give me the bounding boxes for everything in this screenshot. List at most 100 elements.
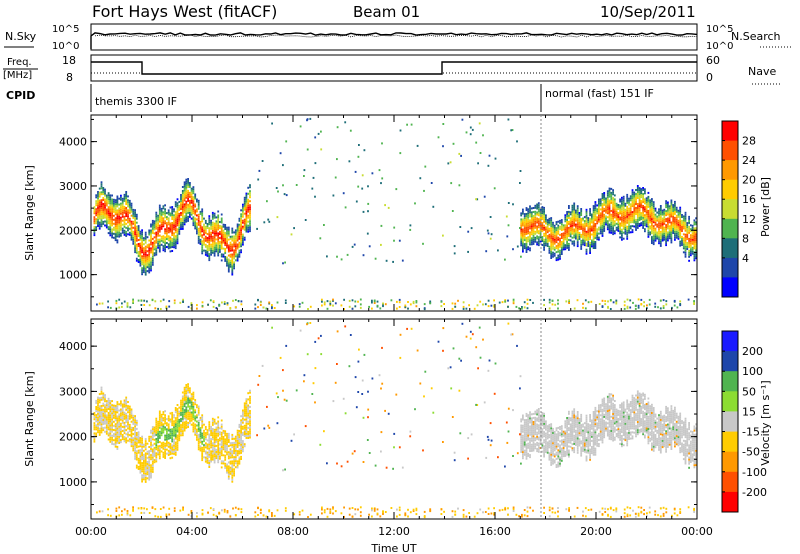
echo-cell xyxy=(226,262,228,265)
echo-cell xyxy=(134,209,136,212)
echo-cell xyxy=(213,228,216,231)
echo-cell xyxy=(368,305,370,308)
echo-cell xyxy=(111,200,113,203)
echo-cell xyxy=(157,240,159,243)
echo-cell xyxy=(171,222,174,224)
echo-cell xyxy=(132,236,135,239)
echo-cell xyxy=(398,298,401,301)
echo-cell xyxy=(380,224,383,227)
echo-cell xyxy=(104,214,106,217)
echo-cell xyxy=(557,232,560,235)
echo-cell xyxy=(162,239,165,242)
echo-cell xyxy=(621,216,623,219)
echo-cell xyxy=(134,441,136,444)
echo-cell xyxy=(135,249,138,252)
echo-cell xyxy=(679,230,682,233)
echo-cell xyxy=(155,211,158,214)
echo-cell xyxy=(148,229,151,232)
echo-cell xyxy=(553,228,556,231)
echo-cell xyxy=(234,247,237,250)
echo-cell xyxy=(559,227,561,230)
echo-cell xyxy=(523,217,526,220)
echo-cell xyxy=(166,236,168,238)
echo-cell xyxy=(652,217,655,220)
echo-cell xyxy=(105,402,108,405)
echo-cell xyxy=(583,244,586,247)
echo-cell xyxy=(592,211,595,214)
echo-cell xyxy=(118,229,121,232)
echo-cell xyxy=(672,206,675,208)
echo-cell xyxy=(190,393,193,396)
echo-cell xyxy=(178,212,181,215)
echo-cell xyxy=(651,202,653,205)
echo-cell xyxy=(211,221,214,224)
echo-cell xyxy=(552,231,554,234)
echo-cell xyxy=(559,243,561,246)
echo-cell xyxy=(612,203,614,206)
echo-cell xyxy=(164,230,166,233)
echo-cell xyxy=(155,221,158,224)
echo-cell xyxy=(206,445,209,448)
echo-cell xyxy=(144,239,147,242)
echo-cell xyxy=(155,425,158,428)
echo-cell xyxy=(118,440,121,442)
echo-cell xyxy=(181,196,184,198)
echo-cell xyxy=(208,217,211,220)
echo-cell xyxy=(143,243,145,246)
echo-cell xyxy=(622,195,625,198)
echo-cell xyxy=(587,217,590,220)
echo-cell xyxy=(684,247,687,250)
echo-cell xyxy=(550,239,553,242)
echo-cell xyxy=(675,230,678,233)
echo-cell xyxy=(589,238,591,240)
echo-cell xyxy=(192,192,195,195)
echo-cell xyxy=(619,204,621,207)
echo-cell xyxy=(555,247,558,250)
echo-cell xyxy=(155,245,158,248)
echo-cell xyxy=(173,434,175,437)
echo-cell xyxy=(384,303,387,306)
echo-cell xyxy=(95,214,98,217)
echo-cell xyxy=(132,210,135,213)
echo-cell xyxy=(162,249,165,252)
echo-cell xyxy=(507,305,509,308)
echo-cell xyxy=(571,206,574,209)
echo-cell xyxy=(529,233,531,236)
echo-cell xyxy=(107,438,110,441)
echo-cell xyxy=(178,218,181,221)
echo-cell xyxy=(647,205,650,208)
echo-cell xyxy=(599,230,602,233)
echo-cell xyxy=(196,230,198,233)
echo-cell xyxy=(582,233,584,236)
echo-cell xyxy=(681,216,683,218)
echo-cell xyxy=(169,432,172,435)
echo-cell xyxy=(568,207,570,209)
echo-cell xyxy=(615,204,618,207)
echo-cell xyxy=(98,193,101,196)
echo-cell xyxy=(137,465,140,468)
echo-cell xyxy=(361,187,364,190)
echo-cell xyxy=(139,256,142,259)
echo-cell xyxy=(190,395,193,398)
echo-cell xyxy=(95,194,98,197)
echo-cell xyxy=(571,216,574,219)
echo-cell xyxy=(231,239,234,242)
echo-cell xyxy=(189,407,191,410)
echo-cell xyxy=(114,413,117,416)
echo-cell xyxy=(686,228,689,231)
echo-cell xyxy=(686,246,689,248)
echo-cell xyxy=(181,225,184,228)
echo-cell xyxy=(217,210,220,213)
echo-cell xyxy=(178,222,181,225)
echo-cell xyxy=(242,241,244,244)
echo-cell xyxy=(167,415,170,418)
echo-cell xyxy=(197,213,200,216)
echo-cell xyxy=(665,234,667,237)
echo-cell xyxy=(125,408,128,411)
echo-cell xyxy=(607,306,609,309)
echo-cell xyxy=(135,444,138,447)
echo-cell xyxy=(217,226,220,229)
echo-cell xyxy=(118,227,121,230)
echo-cell xyxy=(173,246,175,249)
echo-cell xyxy=(376,300,379,303)
